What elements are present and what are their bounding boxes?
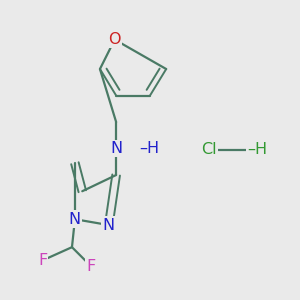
Text: F: F — [86, 259, 96, 274]
Text: N: N — [110, 141, 122, 156]
Text: N: N — [103, 218, 115, 232]
Text: F: F — [38, 253, 47, 268]
Text: O: O — [108, 32, 121, 47]
Text: N: N — [69, 212, 81, 227]
Text: –H: –H — [247, 142, 267, 158]
Text: –H: –H — [140, 141, 160, 156]
Text: Cl: Cl — [201, 142, 217, 158]
